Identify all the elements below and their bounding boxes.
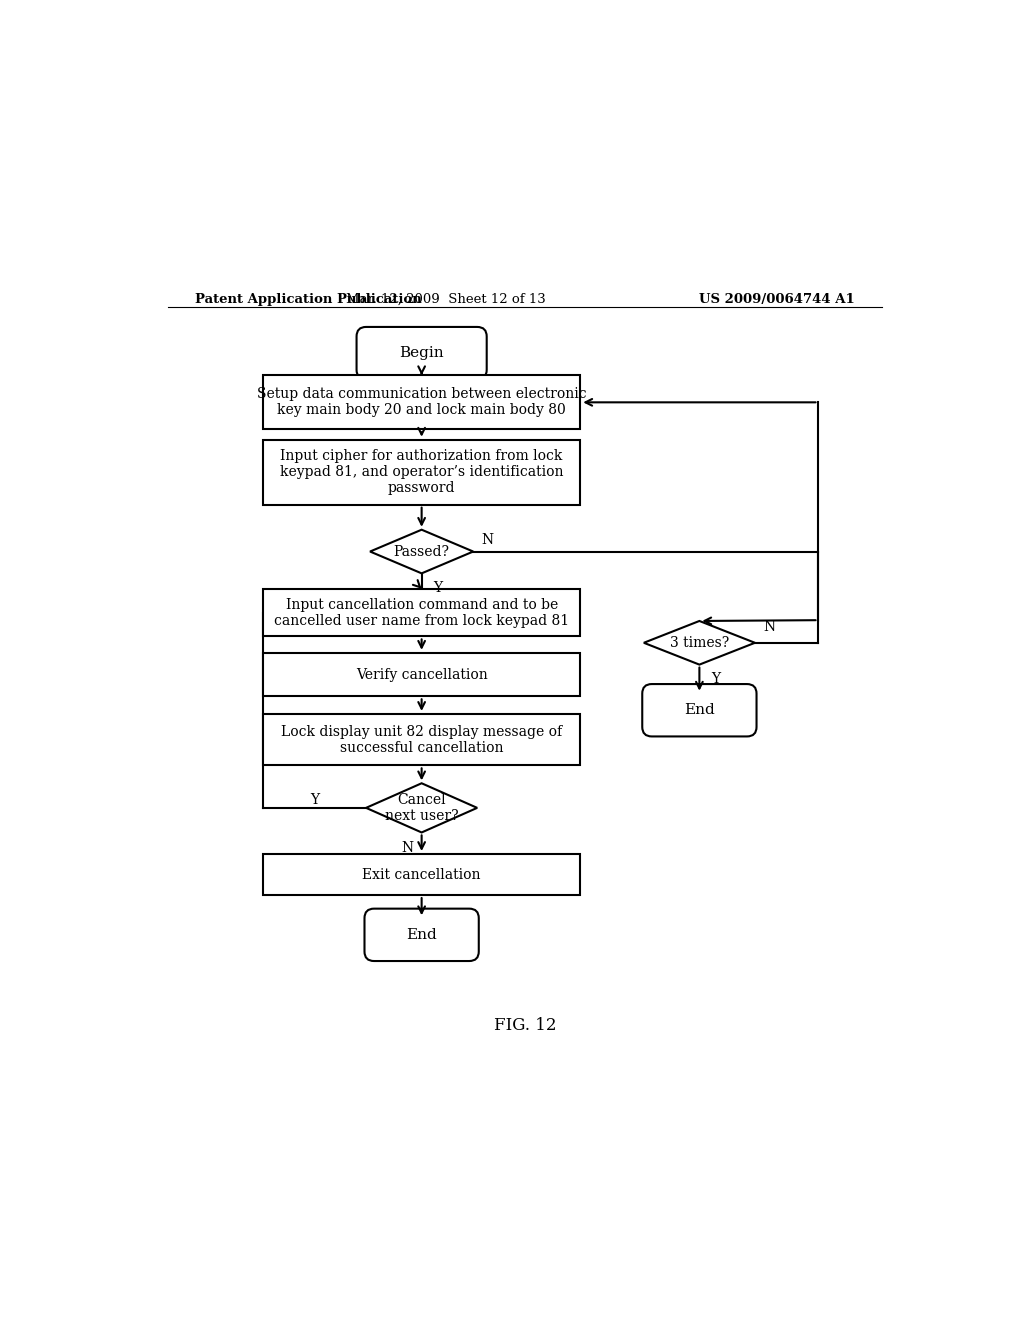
FancyBboxPatch shape [642,684,757,737]
Bar [263,714,581,766]
Text: Patent Application Publication: Patent Application Publication [196,293,422,306]
Text: End: End [407,928,437,942]
Text: Y: Y [712,672,721,686]
Text: Setup data communication between electronic
key main body 20 and lock main body : Setup data communication between electro… [257,387,587,417]
Text: Cancel
next user?: Cancel next user? [385,793,459,822]
Text: End: End [684,704,715,717]
Text: N: N [481,533,494,546]
Text: US 2009/0064744 A1: US 2009/0064744 A1 [699,293,855,306]
Polygon shape [370,529,473,573]
Text: N: N [763,620,775,634]
Bar [263,652,581,697]
Text: Y: Y [433,581,442,594]
Polygon shape [644,620,755,664]
FancyBboxPatch shape [365,908,479,961]
Text: Verify cancellation: Verify cancellation [355,668,487,681]
Text: Y: Y [310,793,319,807]
Text: Passed?: Passed? [393,545,450,558]
Text: Mar. 12, 2009  Sheet 12 of 13: Mar. 12, 2009 Sheet 12 of 13 [345,293,546,306]
Text: FIG. 12: FIG. 12 [494,1016,556,1034]
FancyBboxPatch shape [356,327,486,379]
Text: Lock display unit 82 display message of
successful cancellation: Lock display unit 82 display message of … [281,725,562,755]
Text: 3 times?: 3 times? [670,636,729,649]
Bar [263,440,581,504]
Text: Input cancellation command and to be
cancelled user name from lock keypad 81: Input cancellation command and to be can… [274,598,569,628]
Bar [263,375,581,429]
Bar [263,589,581,636]
Text: Input cipher for authorization from lock
keypad 81, and operator’s identificatio: Input cipher for authorization from lock… [280,449,563,495]
Text: Exit cancellation: Exit cancellation [362,867,481,882]
Bar [263,854,581,895]
Text: N: N [401,841,414,855]
Polygon shape [367,783,477,833]
Text: Begin: Begin [399,346,444,360]
